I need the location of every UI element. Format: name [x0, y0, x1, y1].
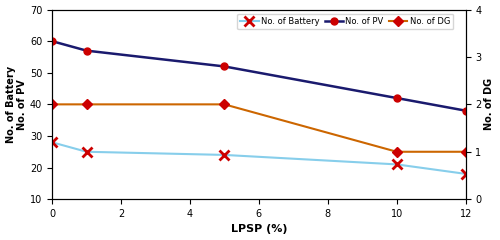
X-axis label: LPSP (%): LPSP (%) [230, 224, 287, 234]
No. of Battery [84, 150, 89, 153]
Y-axis label: No. of Battery
No. of PV: No. of Battery No. of PV [6, 66, 27, 143]
No. of DG [394, 150, 400, 153]
Line: No. of PV: No. of PV [48, 38, 469, 114]
No. of PV [49, 40, 55, 42]
Legend: No. of Battery, No. of PV, No. of DG: No. of Battery, No. of PV, No. of DG [237, 14, 454, 29]
No. of Battery [49, 141, 55, 144]
No. of PV [84, 49, 89, 52]
No. of Battery [222, 154, 228, 156]
No. of DG [222, 103, 228, 106]
No. of Battery [394, 163, 400, 166]
No. of Battery [462, 173, 468, 175]
Line: No. of Battery: No. of Battery [47, 138, 470, 179]
No. of PV [222, 65, 228, 68]
No. of DG [462, 150, 468, 153]
No. of DG [49, 103, 55, 106]
No. of DG [84, 103, 89, 106]
Y-axis label: No. of DG: No. of DG [484, 78, 494, 130]
Line: No. of DG: No. of DG [48, 101, 469, 155]
No. of PV [394, 97, 400, 100]
No. of PV [462, 109, 468, 112]
